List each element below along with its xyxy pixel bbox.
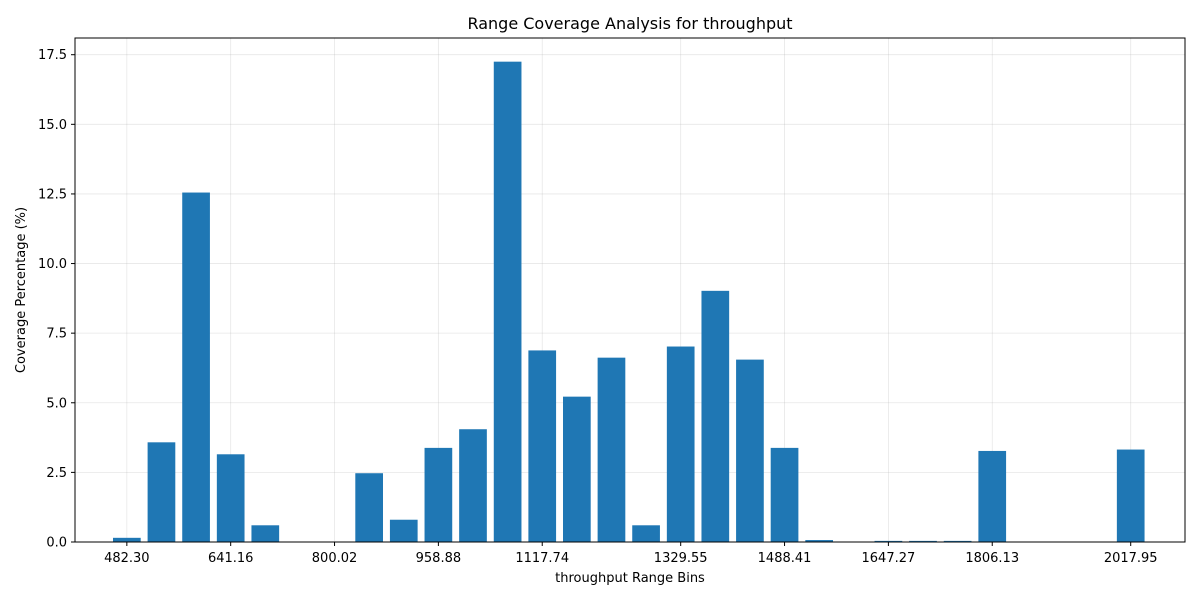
x-axis-ticks: 482.30 641.16 800.02 958.88 1117.74 1329.55 14… [104,542,1158,566]
y-tick-label: 15.0 [38,118,67,133]
bar [770,447,799,542]
bar [632,525,660,542]
bar [909,540,937,542]
bar [147,442,176,542]
x-tick-label: 1647.27 [862,551,916,566]
y-tick-label: 2.5 [46,466,67,481]
y-tick-label: 5.0 [46,396,67,411]
x-axis-label: throughput Range Bins [555,571,705,586]
bar [1116,449,1145,542]
bar [666,346,695,542]
y-tick-label: 7.5 [46,327,67,342]
bar [528,350,557,542]
bar [874,540,903,542]
y-tick-label: 10.0 [38,257,67,272]
x-tick-label: 1488.41 [758,551,812,566]
bar [355,473,383,542]
x-tick-label: 641.16 [208,551,254,566]
bar [493,61,522,542]
bar [182,192,210,542]
x-tick-label: 800.02 [312,551,358,566]
y-tick-label: 17.5 [38,48,67,63]
bar [805,540,834,542]
bar [216,454,245,542]
x-tick-label: 958.88 [416,551,462,566]
bar [597,357,626,542]
plot-frame [74,37,1186,543]
y-axis-label: Coverage Percentage (%) [14,207,29,373]
bar [459,429,487,542]
x-tick-label: 1806.13 [965,551,1019,566]
bar [424,447,453,542]
bars [112,61,1145,542]
bar [563,396,591,542]
bar [389,519,418,542]
bar [701,290,730,542]
y-tick-label: 12.5 [38,187,67,202]
y-tick-label: 0.0 [46,536,67,551]
bar [943,540,972,542]
y-axis-ticks: 0.0 2.5 5.0 7.5 10.0 12.5 15.0 17.5 [38,48,75,551]
bar [978,450,1007,542]
x-tick-label: 1117.74 [515,551,569,566]
bar [112,537,141,542]
bar [251,525,280,542]
x-tick-label: 1329.55 [654,551,708,566]
bar [736,359,764,542]
chart-title: Range Coverage Analysis for throughput [467,14,792,33]
x-tick-label: 2017.95 [1104,551,1158,566]
x-tick-label: 482.30 [104,551,150,566]
